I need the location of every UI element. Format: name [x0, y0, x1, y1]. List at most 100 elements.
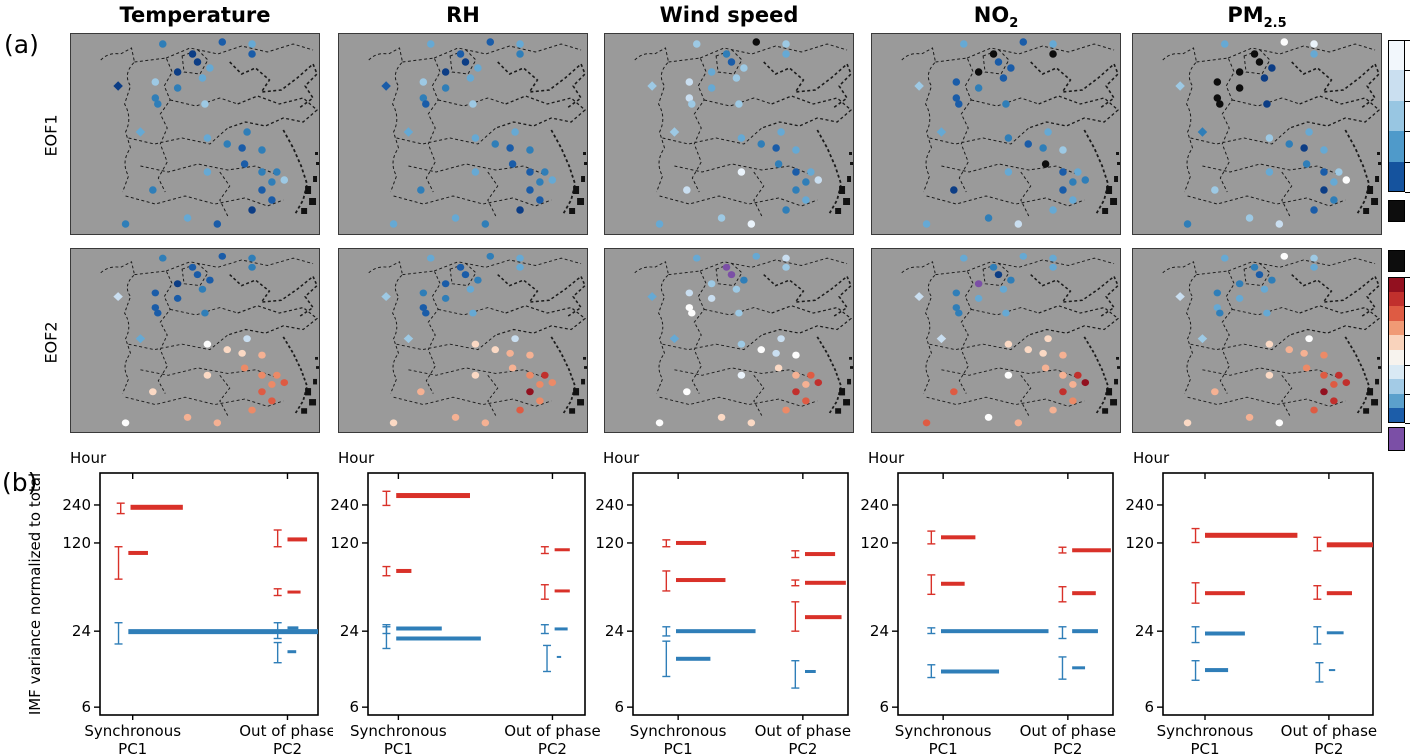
station-dot [922, 419, 931, 427]
imf-errorbar-blue [273, 641, 297, 664]
station-dot [792, 168, 800, 176]
station-dot [389, 220, 398, 228]
station-dot [782, 406, 790, 414]
station-dot [1049, 263, 1057, 271]
colorbar-eof2-segment [1388, 408, 1405, 424]
station-dot [1275, 419, 1284, 427]
imf-errorbar-blue [114, 622, 318, 645]
imf-errorbar-red [1313, 585, 1352, 600]
imf-period-bar-blue [396, 626, 442, 631]
station-dot [1002, 309, 1010, 317]
station-dot [471, 371, 480, 379]
station-dot [248, 206, 256, 214]
station-dot [243, 128, 251, 136]
station-dot [1235, 84, 1244, 92]
imf-errorbar-red [1058, 546, 1111, 554]
imf-errorbar-blue [1058, 626, 1098, 640]
station-dot [201, 309, 209, 317]
imf-period-bar-blue [1205, 631, 1245, 636]
station-dot [491, 140, 500, 148]
station-dot [481, 419, 490, 427]
imf-period-bar-blue [287, 626, 299, 630]
station-dot [802, 196, 810, 204]
station-dot [727, 58, 736, 66]
imf-period-bar-red [676, 578, 726, 583]
station-dot [516, 254, 524, 262]
colorbar-eof1-frame [1388, 40, 1405, 192]
station-dot [1039, 144, 1047, 152]
station-dot [1216, 100, 1224, 108]
station-dot [1074, 371, 1082, 379]
station-dot [707, 68, 716, 76]
imf-period-bar-blue [287, 650, 297, 654]
station-dot [752, 252, 761, 260]
station-dot [1220, 40, 1229, 48]
station-dot [1320, 146, 1328, 154]
column-title-rh: RH [446, 3, 480, 27]
station-dot [1310, 263, 1318, 271]
station-dot [999, 74, 1008, 82]
station-dot [1211, 388, 1219, 396]
station-dot [1175, 292, 1185, 301]
station-dot [777, 335, 785, 343]
imf-errorbar-blue [543, 644, 562, 673]
station-dot [273, 371, 281, 379]
map-eof1-col3 [871, 33, 1121, 235]
station-dot [206, 64, 214, 72]
station-dot [1263, 309, 1271, 317]
station-dot [802, 178, 810, 186]
station-dot [203, 371, 212, 379]
station-dot [526, 146, 534, 154]
station-dot [419, 78, 428, 86]
station-dot [536, 178, 544, 186]
station-dot [1330, 196, 1338, 204]
station-dot [526, 351, 534, 359]
x-category-label: Out of phase [1281, 722, 1377, 740]
station-dot [1255, 271, 1264, 279]
map-eof2-col0 [70, 248, 320, 433]
station-dot [203, 134, 212, 142]
station-dot [1074, 168, 1082, 176]
colorbar-eof2-under-box [1388, 427, 1405, 451]
station-dot [1250, 263, 1259, 271]
station-dot [536, 397, 544, 405]
imf-period-bar-red [805, 615, 842, 620]
map-eof1-col1 [338, 33, 588, 235]
station-dot [223, 346, 232, 354]
station-dot [737, 134, 746, 142]
imf-errorbar-blue [1313, 626, 1344, 645]
station-dot [1342, 379, 1351, 387]
station-dot [685, 94, 694, 102]
station-dot [1004, 168, 1013, 176]
station-dot [1059, 388, 1067, 396]
station-dot [647, 292, 657, 301]
station-dot [135, 334, 146, 344]
station-dot [258, 186, 266, 194]
x-category-label: PC2 [788, 740, 817, 756]
station-dot [1175, 81, 1185, 91]
station-dot [536, 380, 544, 388]
station-dot [807, 371, 815, 379]
imf-errorbar-blue [1191, 660, 1229, 681]
station-dot [188, 263, 197, 271]
station-dot [213, 220, 222, 228]
x-category-label: PC1 [664, 740, 693, 756]
station-dot [792, 146, 800, 154]
station-dot [647, 81, 657, 91]
station-dot [486, 252, 495, 260]
station-dot [193, 271, 202, 279]
axes-frame [897, 472, 1114, 716]
imf-errorbar-red [791, 550, 836, 559]
station-dot [466, 285, 475, 293]
map-eof1-col0 [70, 33, 320, 235]
station-dot [727, 271, 736, 279]
station-dot [782, 40, 790, 48]
station-dot [474, 64, 482, 72]
station-dot [974, 294, 983, 302]
station-dot [1044, 128, 1052, 136]
station-dot [774, 364, 783, 372]
station-dot [511, 335, 519, 343]
station-dot [1024, 346, 1033, 354]
imf-period-bar-red [1326, 591, 1352, 596]
imf-period-bar-blue [676, 656, 711, 661]
